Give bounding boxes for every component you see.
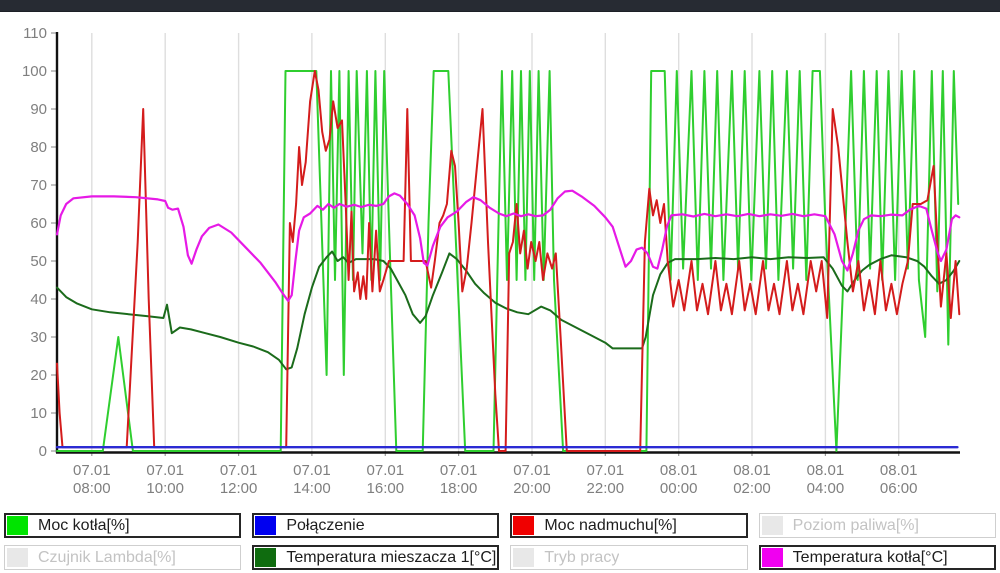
x-tick-label-date: 07.01 (220, 462, 258, 479)
legend-swatch-polaczenie (255, 516, 277, 535)
y-tick-label: 0 (39, 443, 47, 460)
x-tick-label-time: 06:00 (880, 480, 918, 497)
legend-swatch-moc-nadmuchu (513, 516, 535, 535)
x-tick-label-time: 00:00 (660, 480, 698, 497)
y-tick-label: 50 (30, 253, 47, 270)
x-tick-label-date: 08.01 (733, 462, 771, 479)
x-tick-label-date: 07.01 (587, 462, 625, 479)
series-legend: Moc kotła[%] Połączenie Moc nadmuchu[%] Poz… (0, 509, 1000, 570)
x-tick-label-time: 10:00 (146, 480, 184, 497)
legend-label-poziom-paliwa: Poziom paliwa[%] (792, 516, 919, 534)
legend-label-temperatura-kotla: Temperatura kotła[°C] (792, 548, 948, 566)
series-line-temperatura-kotla (55, 189, 961, 302)
x-tick-label-time: 12:00 (220, 480, 258, 497)
legend-item-moc-kotla[interactable]: Moc kotła[%] (4, 513, 242, 538)
y-tick-label: 10 (30, 405, 47, 422)
x-tick-label-time: 04:00 (807, 480, 845, 497)
x-tick-label-time: 14:00 (293, 480, 331, 497)
x-tick-label-time: 18:00 (440, 480, 478, 497)
x-tick-label-time: 16:00 (367, 480, 405, 497)
y-tick-label: 70 (30, 177, 47, 194)
legend-item-moc-nadmuchu[interactable]: Moc nadmuchu[%] (510, 513, 748, 538)
chart-area: 07.01 08:00 07.01 10:00 07.01 12:00 07.01 14:00… (0, 12, 1000, 509)
legend-label-polaczenie: Połączenie (286, 516, 365, 534)
y-tick-label: 100 (22, 63, 47, 80)
x-tick-label-time: 02:00 (733, 480, 771, 497)
legend-item-temperatura-mieszacza-1[interactable]: Temperatura mieszacza 1[°C] (252, 545, 500, 570)
y-tick-label: 40 (30, 291, 47, 308)
x-tick-label-date: 08.01 (880, 462, 918, 479)
legend-label-temperatura-mieszacza-1: Temperatura mieszacza 1[°C] (286, 548, 497, 566)
x-tick-label-time: 08:00 (73, 480, 111, 497)
legend-label-czujnik-lambda: Czujnik Lambda[%] (38, 548, 176, 566)
series-line-moc-nadmuchu (56, 70, 961, 452)
legend-label-moc-kotla: Moc kotła[%] (38, 516, 130, 534)
y-tick-label: 20 (30, 367, 47, 384)
legend-swatch-poziom-paliwa (761, 516, 783, 535)
x-tick-label-date: 07.01 (73, 462, 111, 479)
legend-swatch-temperatura-kotla (761, 548, 783, 567)
legend-item-tryb-pracy[interactable]: Tryb pracy (510, 545, 748, 570)
x-tick-label-date: 07.01 (440, 462, 478, 479)
series-line-moc-kotla (56, 70, 960, 452)
legend-swatch-temperatura-mieszacza-1 (255, 548, 277, 567)
legend-swatch-tryb-pracy (513, 548, 535, 567)
y-tick-label: 90 (30, 101, 47, 118)
legend-item-czujnik-lambda[interactable]: Czujnik Lambda[%] (4, 545, 242, 570)
x-tick-label-date: 07.01 (293, 462, 331, 479)
boiler-trend-chart: 07.0108:0007.0110:0007.0112:0007.0114:00… (22, 25, 961, 497)
legend-item-temperatura-kotla[interactable]: Temperatura kotła[°C] (758, 545, 996, 570)
legend-item-polaczenie[interactable]: Połączenie (252, 513, 500, 538)
x-tick-label-date: 07.01 (367, 462, 405, 479)
y-tick-label: 110 (23, 25, 47, 42)
legend-label-moc-nadmuchu: Moc nadmuchu[%] (544, 516, 677, 534)
x-tick-label-time: 22:00 (587, 480, 625, 497)
legend-label-tryb-pracy: Tryb pracy (544, 548, 620, 566)
x-tick-label-time: 20:00 (513, 480, 551, 497)
y-tick-label: 60 (30, 215, 47, 232)
x-tick-label-date: 07.01 (513, 462, 551, 479)
y-tick-label: 80 (30, 139, 47, 156)
window-top-bar (0, 0, 1000, 12)
legend-swatch-moc-kotla (7, 516, 28, 535)
x-tick-label-date: 08.01 (807, 462, 845, 479)
legend-item-poziom-paliwa[interactable]: Poziom paliwa[%] (758, 513, 996, 538)
x-tick-label-date: 07.01 (146, 462, 184, 479)
y-tick-label: 30 (30, 329, 47, 346)
x-tick-label-date: 08.01 (660, 462, 698, 479)
legend-swatch-czujnik-lambda (7, 548, 28, 567)
